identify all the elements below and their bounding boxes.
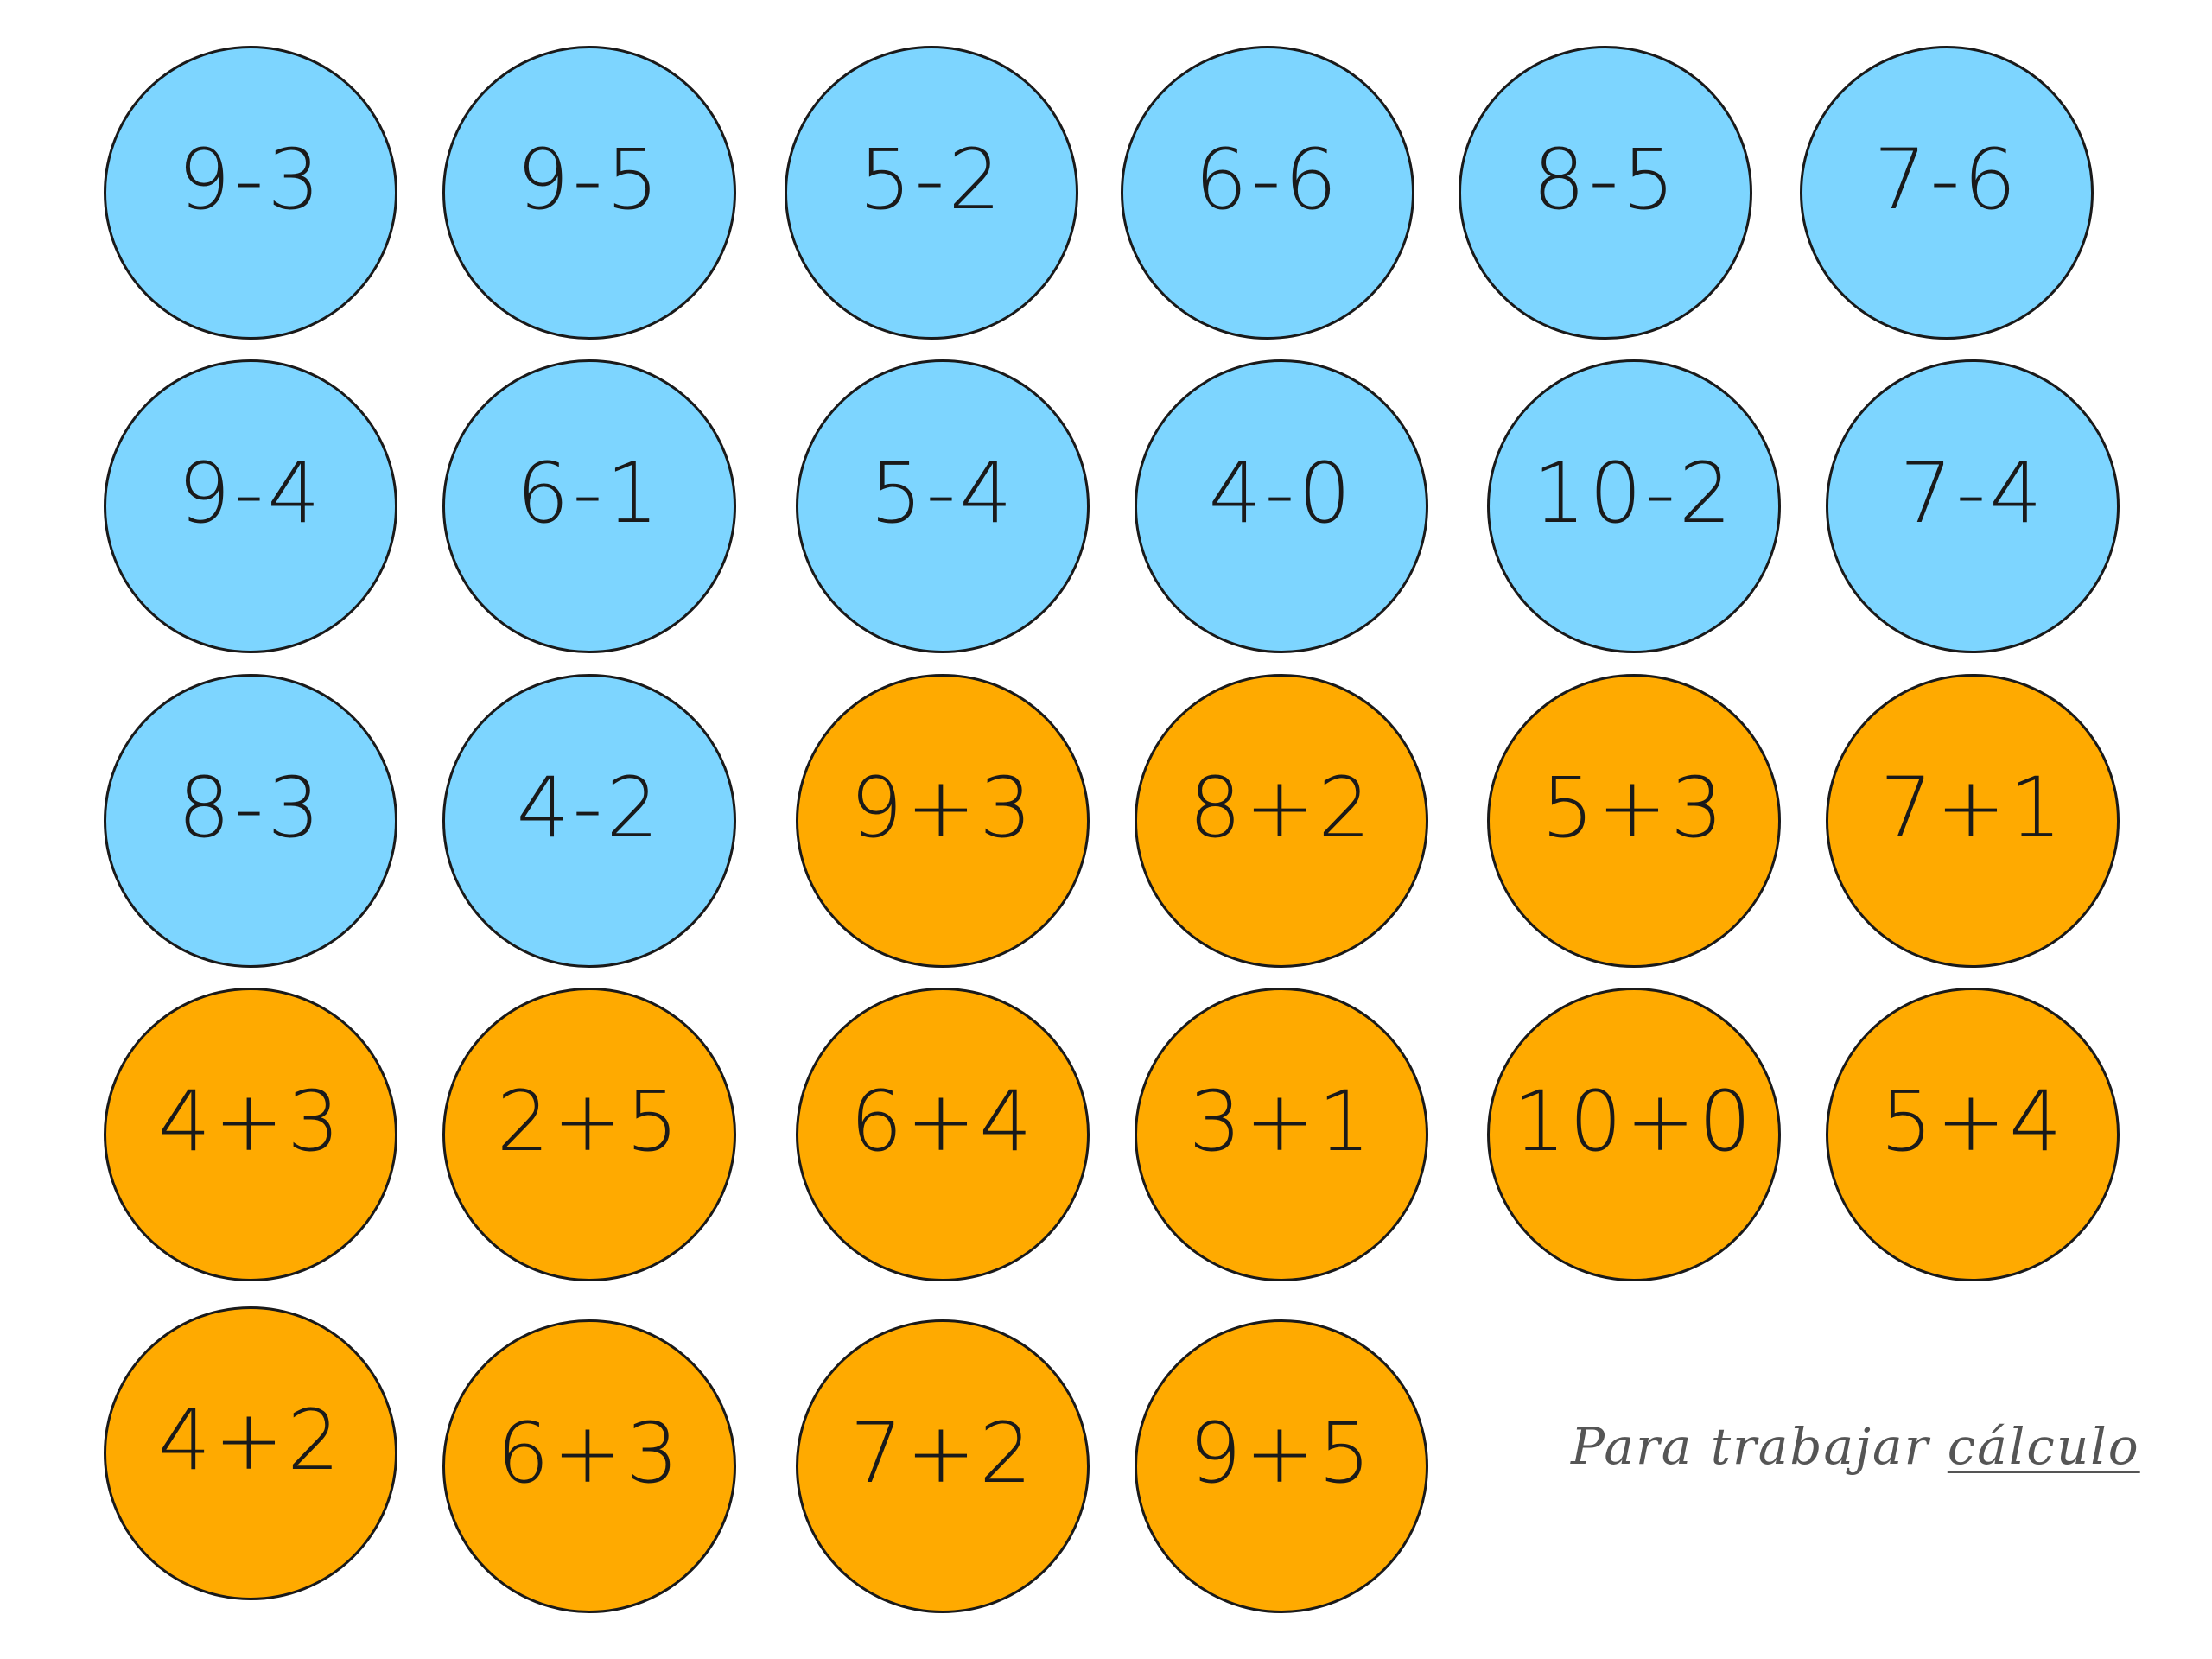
math-card-addition[interactable]: 2+5 [442,988,736,1281]
math-card-subtraction[interactable]: 7-6 [1800,46,2094,340]
card-expression: 8-5 [1532,131,1679,228]
card-expression: 7-6 [1873,131,2020,228]
math-card-subtraction[interactable]: 5-4 [796,359,1090,653]
card-expression: 7+2 [849,1405,1036,1502]
card-expression: 10+0 [1513,1073,1755,1170]
math-card-subtraction[interactable]: 9-5 [442,46,736,340]
card-expression: 5-2 [858,131,1005,228]
math-card-subtraction[interactable]: 5-2 [785,46,1078,340]
card-expression: 6-1 [516,445,663,542]
card-expression: 3+1 [1188,1073,1375,1170]
card-expression: 9-3 [177,131,324,228]
math-card-addition[interactable]: 9+5 [1135,1319,1428,1613]
math-card-addition[interactable]: 3+1 [1135,988,1428,1281]
caption-prefix: Para trabajar [1571,1417,1948,1476]
caption-underlined-word: cálculo [1947,1417,2140,1476]
math-card-addition[interactable]: 7+2 [796,1319,1090,1613]
math-card-subtraction[interactable]: 7-4 [1826,359,2120,653]
math-card-subtraction[interactable]: 10-2 [1487,359,1781,653]
card-expression: 7+1 [1879,760,2066,856]
caption-text: Para trabajar cálculo [1571,1417,2140,1476]
math-card-subtraction[interactable]: 4-2 [442,674,736,968]
card-expression: 9+5 [1188,1405,1375,1502]
card-expression: 2+5 [496,1073,683,1170]
math-card-addition[interactable]: 5+3 [1487,674,1781,968]
card-expression: 4+3 [157,1073,344,1170]
card-expression: 9+3 [849,760,1036,856]
math-card-subtraction[interactable]: 8-5 [1459,46,1752,340]
card-expression: 4+2 [157,1392,344,1489]
card-expression: 7-4 [1899,445,2046,542]
math-card-addition[interactable]: 6+3 [442,1319,736,1613]
math-card-addition[interactable]: 4+2 [104,1306,397,1600]
card-expression: 4-0 [1208,445,1355,542]
math-card-subtraction[interactable]: 9-3 [104,46,397,340]
math-card-addition[interactable]: 7+1 [1826,674,2120,968]
math-card-addition[interactable]: 4+3 [104,988,397,1281]
math-card-subtraction[interactable]: 4-0 [1135,359,1428,653]
card-expression: 9-4 [177,445,324,542]
card-expression: 9-5 [516,131,663,228]
card-expression: 8+2 [1188,760,1375,856]
card-expression: 8-3 [177,760,324,856]
card-expression: 6+4 [849,1073,1036,1170]
card-expression: 6-6 [1194,131,1341,228]
card-expression: 4-2 [516,760,663,856]
math-card-addition[interactable]: 8+2 [1135,674,1428,968]
card-expression: 6+3 [496,1405,683,1502]
card-expression: 10-2 [1533,445,1735,542]
math-card-subtraction[interactable]: 8-3 [104,674,397,968]
math-card-addition[interactable]: 9+3 [796,674,1090,968]
math-card-subtraction[interactable]: 6-6 [1121,46,1414,340]
card-expression: 5-4 [869,445,1016,542]
card-expression: 5+3 [1541,760,1727,856]
math-card-addition[interactable]: 6+4 [796,988,1090,1281]
card-expression: 5+4 [1879,1073,2066,1170]
math-card-subtraction[interactable]: 9-4 [104,359,397,653]
math-card-subtraction[interactable]: 6-1 [442,359,736,653]
math-card-addition[interactable]: 5+4 [1826,988,2120,1281]
math-card-addition[interactable]: 10+0 [1487,988,1781,1281]
